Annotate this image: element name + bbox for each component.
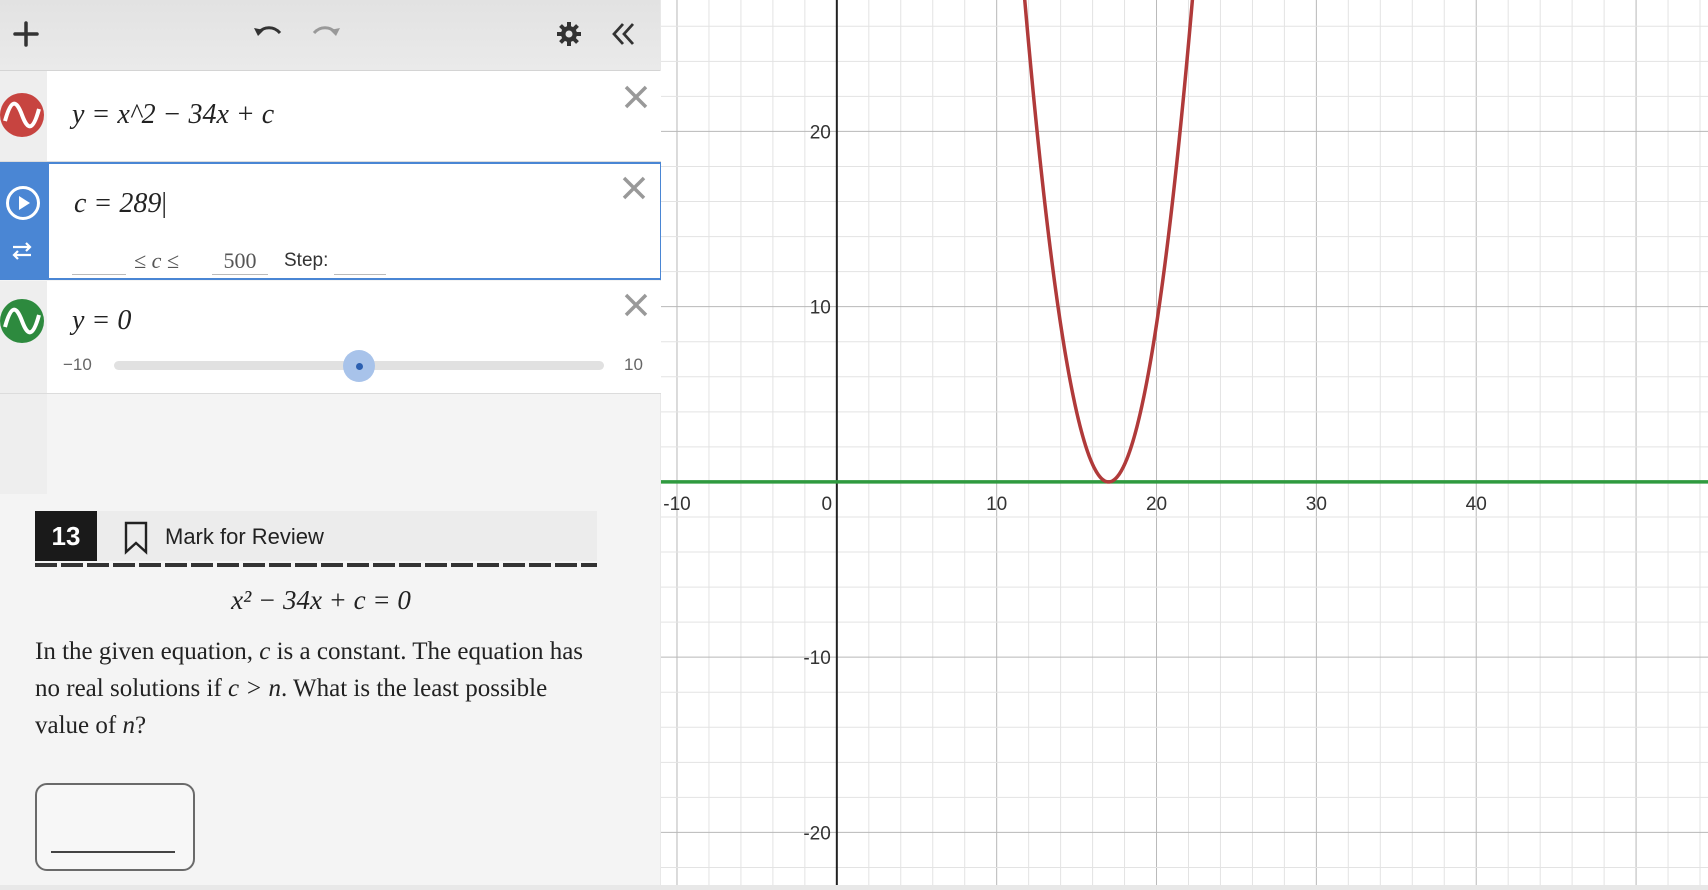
expression-1-latex[interactable]: y = x^2 − 34x + c xyxy=(72,99,275,130)
prompt-text: . What is the least possible value of xyxy=(35,675,548,739)
slider-range-label: ≤ c ≤ xyxy=(134,248,179,273)
series-curve-parabola xyxy=(1022,0,1195,484)
slider-min-label: −10 xyxy=(63,355,92,374)
prompt-math: c > n xyxy=(228,675,281,702)
expression-2-latex[interactable]: c = 289| xyxy=(74,188,167,220)
question-prompt: In the given equation, c is a constant. … xyxy=(35,633,605,744)
empty-expression-gutter[interactable] xyxy=(0,394,47,494)
play-icon[interactable] xyxy=(6,186,40,220)
question-number: 13 xyxy=(35,511,97,561)
x-tick-label: 10 xyxy=(986,494,1007,515)
expression-panel: y = x^2 − 34x + c c = 289| ≤ c ≤ 500 Ste… xyxy=(0,0,662,885)
expression-toolbar xyxy=(0,0,660,71)
answer-underline xyxy=(51,851,175,853)
prompt-text: is a constant. The equation has no real … xyxy=(35,638,584,702)
y-tick-label: 20 xyxy=(810,122,831,143)
delete-expression-icon[interactable] xyxy=(618,287,654,323)
graph-svg[interactable]: -10 0 10 20 30 40 20 10 -10 -20 xyxy=(661,0,1708,885)
slider-step-input[interactable] xyxy=(334,252,386,275)
expression-gutter-active xyxy=(2,164,49,278)
graph-canvas[interactable]: -10 0 10 20 30 40 20 10 -10 -20 xyxy=(661,0,1708,885)
slider-max-label: 10 xyxy=(624,355,643,374)
redo-icon[interactable] xyxy=(308,14,344,54)
prompt-text: In the given equation, xyxy=(35,638,260,665)
x-tick-label: 30 xyxy=(1306,494,1327,515)
question-equation: x² − 34x + c = 0 xyxy=(231,585,411,615)
x-tick-label: 40 xyxy=(1466,494,1487,515)
prompt-text: ? xyxy=(134,712,147,739)
text-cursor: | xyxy=(161,188,167,219)
bookmark-icon[interactable] xyxy=(123,521,149,560)
divider xyxy=(35,563,597,567)
mark-for-review-label[interactable]: Mark for Review xyxy=(165,524,324,549)
expression-row-3[interactable]: y = 0 −10 10 xyxy=(0,281,662,394)
prompt-math: c xyxy=(259,638,271,665)
gear-icon[interactable] xyxy=(551,14,587,54)
expression-2-latex-text: c = 289 xyxy=(74,188,162,219)
wave-icon[interactable] xyxy=(0,93,44,137)
x-tick-label: 0 xyxy=(822,494,833,515)
slider-min-input[interactable] xyxy=(72,252,126,275)
x-tick-label: -10 xyxy=(663,494,690,515)
expression-3-latex[interactable]: y = 0 xyxy=(72,305,132,336)
prompt-math: n xyxy=(122,712,135,739)
y-tick-label: 10 xyxy=(810,298,831,319)
y-tick-label: -10 xyxy=(803,648,830,669)
delete-expression-icon[interactable] xyxy=(618,79,654,115)
delete-expression-icon[interactable] xyxy=(616,170,652,206)
expression-row-2[interactable]: c = 289| ≤ c ≤ 500 Step: xyxy=(0,162,662,280)
swap-icon[interactable] xyxy=(10,240,34,267)
collapse-panel-icon[interactable] xyxy=(606,14,642,54)
question-panel: 13 Mark for Review x² − 34x + c = 0 In t… xyxy=(0,495,660,885)
value-slider-track[interactable] xyxy=(114,350,604,382)
x-tick-label: 20 xyxy=(1146,494,1167,515)
question-header: 13 Mark for Review xyxy=(35,511,597,561)
slider-step-label: Step: xyxy=(284,250,329,271)
slider-max-input[interactable]: 500 xyxy=(212,248,268,275)
expression-row-1[interactable]: y = x^2 − 34x + c xyxy=(0,71,662,162)
y-tick-label: -20 xyxy=(803,823,830,844)
slider-handle[interactable] xyxy=(343,350,375,382)
add-icon[interactable] xyxy=(8,14,44,54)
answer-input[interactable] xyxy=(35,783,195,871)
undo-icon[interactable] xyxy=(250,14,286,54)
wave-icon[interactable] xyxy=(0,299,44,343)
